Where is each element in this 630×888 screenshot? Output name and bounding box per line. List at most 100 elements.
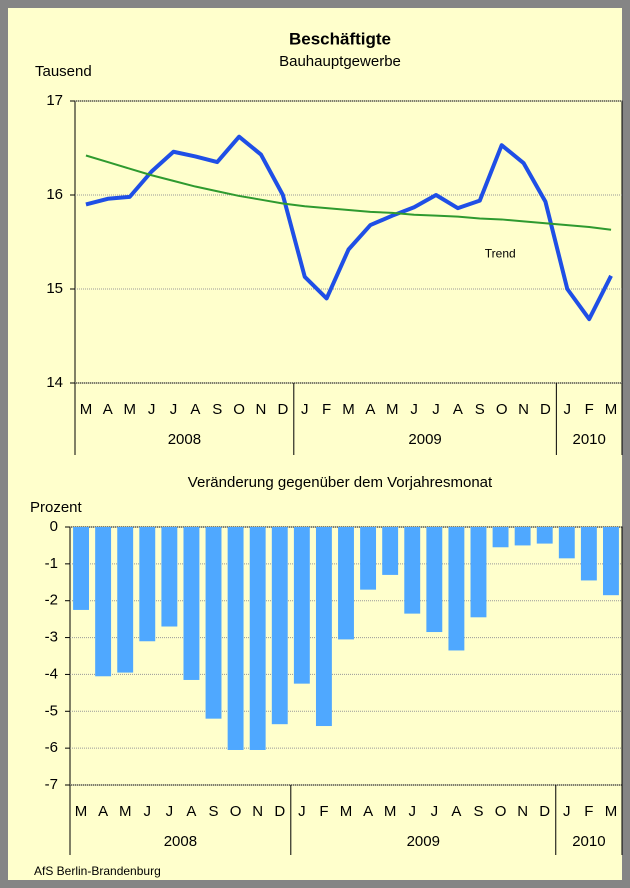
x-tick-label: N <box>256 401 267 418</box>
x-tick-label: M <box>75 803 88 820</box>
bar <box>603 527 619 596</box>
bar <box>426 527 443 633</box>
y-tick-label: -3 <box>45 629 58 646</box>
line-series <box>85 134 613 322</box>
y-tick-label: -7 <box>45 776 58 793</box>
bar <box>580 527 597 581</box>
x-tick-label: M <box>384 803 397 820</box>
x-tick-label: A <box>453 401 463 418</box>
year-label: 2010 <box>572 431 605 448</box>
y-tick-label: 0 <box>50 518 58 535</box>
x-tick-label: J <box>166 803 174 820</box>
x-tick-label: O <box>495 803 507 820</box>
bar <box>470 527 487 618</box>
x-tick-label: J <box>564 401 572 418</box>
x-tick-label: O <box>233 401 245 418</box>
bar <box>205 527 222 719</box>
bar <box>293 527 310 684</box>
x-tick-label: J <box>563 803 571 820</box>
x-tick-label: M <box>340 803 353 820</box>
x-tick-label: F <box>585 401 594 418</box>
x-tick-label: M <box>119 803 132 820</box>
year-label: 2008 <box>168 431 201 448</box>
bar <box>315 527 332 727</box>
bar <box>73 527 89 610</box>
x-tick-label: J <box>432 401 440 418</box>
x-tick-label: D <box>539 803 550 820</box>
bar <box>271 527 288 725</box>
y-tick-label: 16 <box>46 186 63 203</box>
y-tick-label: 15 <box>46 280 63 297</box>
x-tick-label: O <box>496 401 508 418</box>
x-tick-label: D <box>277 401 288 418</box>
bar <box>360 527 377 590</box>
bar <box>117 527 134 673</box>
x-tick-label: F <box>584 803 593 820</box>
x-tick-label: D <box>274 803 285 820</box>
bar <box>139 527 156 642</box>
y-tick-label: -6 <box>45 739 58 756</box>
chart-title: Beschäftigte <box>289 29 391 48</box>
x-tick-label: D <box>540 401 551 418</box>
bar <box>492 527 509 548</box>
y-tick-label: -5 <box>45 702 58 719</box>
x-tick-label: J <box>431 803 439 820</box>
x-tick-label: N <box>518 401 529 418</box>
x-tick-label: A <box>451 803 461 820</box>
y-tick-label: -2 <box>45 592 58 609</box>
x-tick-label: N <box>517 803 528 820</box>
bar <box>514 527 531 546</box>
x-tick-label: M <box>123 401 136 418</box>
x-tick-label: J <box>298 803 306 820</box>
x-tick-label: S <box>473 803 483 820</box>
bar <box>227 527 244 750</box>
x-tick-label: M <box>342 401 355 418</box>
series-label: Trend <box>485 247 516 261</box>
plot-area <box>74 100 623 384</box>
y-tick-label: -4 <box>45 665 58 682</box>
bar <box>338 527 354 640</box>
y-tick-label: -1 <box>45 555 58 572</box>
bar <box>183 527 200 680</box>
x-tick-label: A <box>103 401 113 418</box>
x-tick-label: A <box>190 401 200 418</box>
chart-subtitle: Bauhauptgewerbe <box>279 53 401 70</box>
source: AfS Berlin-Brandenburg <box>34 864 161 878</box>
year-label: 2009 <box>408 431 441 448</box>
x-tick-label: M <box>605 401 618 418</box>
bar <box>536 527 553 544</box>
x-tick-label: S <box>475 401 485 418</box>
x-tick-label: M <box>605 803 618 820</box>
bar <box>161 527 178 627</box>
x-tick-label: A <box>363 803 373 820</box>
x-tick-label: A <box>98 803 108 820</box>
x-tick-label: J <box>408 803 416 820</box>
bar <box>558 527 575 559</box>
year-label: 2010 <box>572 833 605 850</box>
x-tick-label: J <box>144 803 152 820</box>
year-label: 2009 <box>407 833 440 850</box>
x-tick-label: N <box>252 803 263 820</box>
y-axis-label: Prozent <box>30 499 83 516</box>
x-tick-label: A <box>365 401 375 418</box>
x-tick-label: M <box>386 401 399 418</box>
x-tick-label: M <box>80 401 93 418</box>
bar <box>382 527 399 575</box>
y-axis-label: Tausend <box>35 63 92 80</box>
bar <box>448 527 465 651</box>
chart-title: Veränderung gegenüber dem Vorjahresmonat <box>188 474 493 491</box>
x-tick-label: J <box>301 401 309 418</box>
line-series <box>85 154 612 231</box>
y-tick-label: 14 <box>46 374 63 391</box>
x-tick-label: J <box>410 401 418 418</box>
x-tick-label: S <box>212 401 222 418</box>
x-tick-label: A <box>186 803 196 820</box>
year-label: 2008 <box>164 833 197 850</box>
y-tick-label: 17 <box>46 92 63 109</box>
bar <box>249 527 266 750</box>
x-tick-label: F <box>319 803 328 820</box>
x-tick-label: J <box>170 401 178 418</box>
x-tick-label: S <box>209 803 219 820</box>
bar <box>404 527 421 614</box>
